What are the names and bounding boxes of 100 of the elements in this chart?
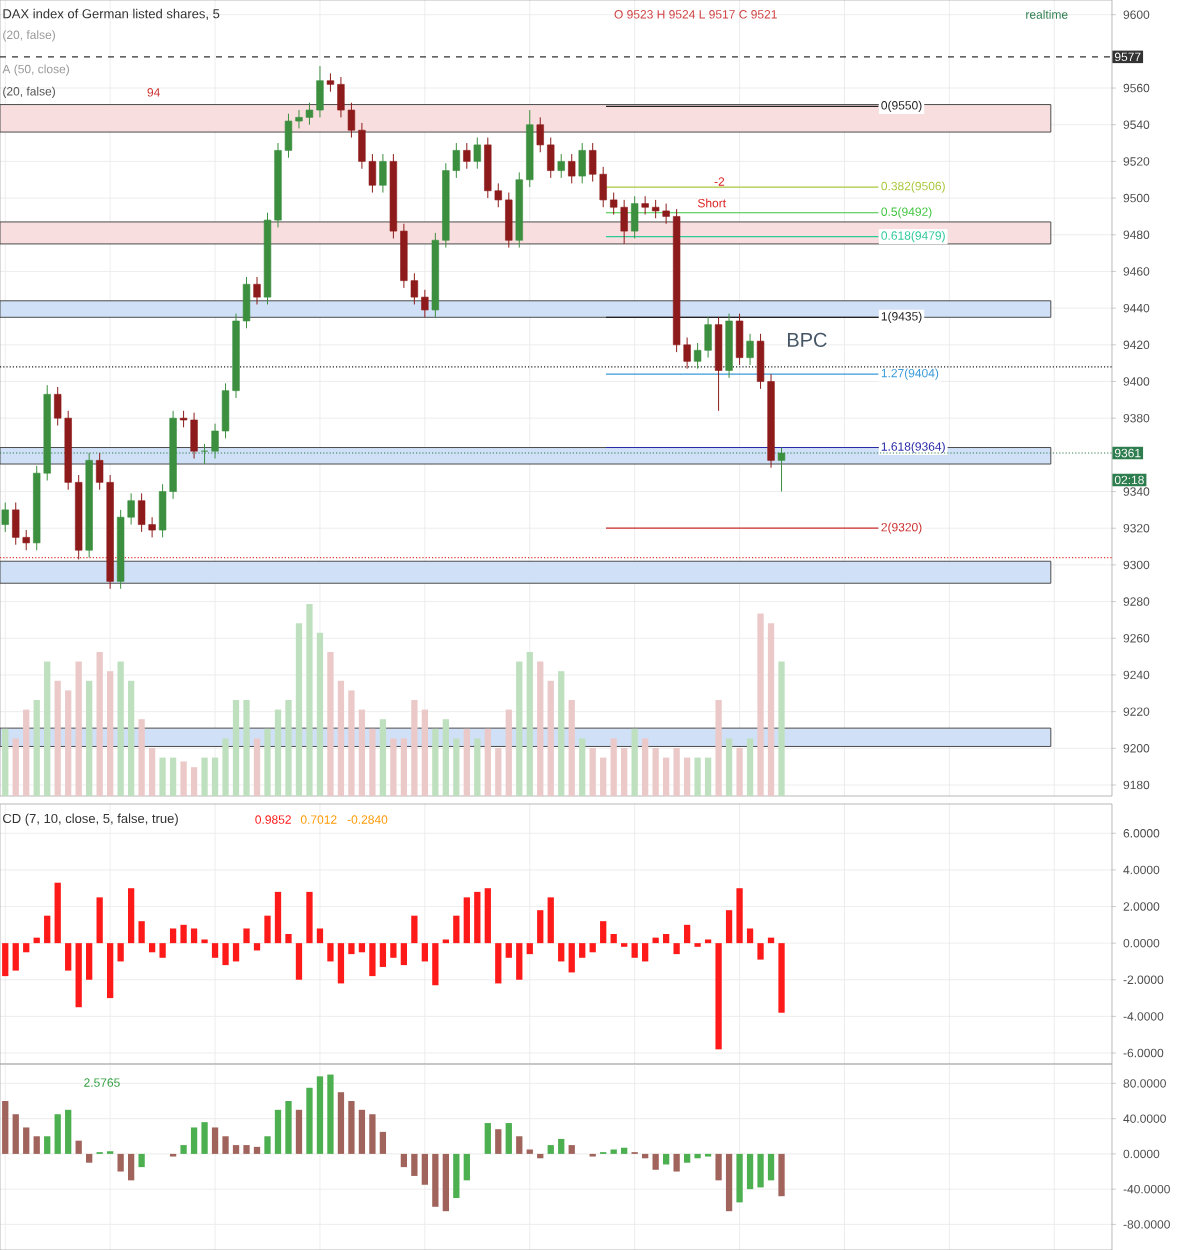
bar [432, 728, 439, 796]
bar [159, 943, 166, 958]
bar [495, 748, 502, 796]
bar [736, 888, 743, 944]
bar [65, 1109, 72, 1154]
bar [495, 1129, 502, 1154]
bar [610, 738, 617, 796]
bar [725, 910, 733, 944]
bar [537, 661, 544, 796]
bar [264, 915, 271, 944]
bar [421, 1153, 429, 1185]
bar [264, 1136, 271, 1154]
candlestick [714, 316, 723, 412]
candlestick [568, 153, 576, 184]
bar [484, 1123, 491, 1154]
bar [704, 757, 712, 796]
bar [211, 1127, 219, 1154]
bar [33, 1136, 40, 1154]
bar [673, 943, 680, 955]
bar [652, 748, 659, 796]
bar [516, 1136, 523, 1154]
bar [285, 1101, 292, 1154]
bar [725, 1153, 733, 1212]
bar [107, 943, 114, 999]
bar [673, 748, 680, 796]
bar [390, 738, 397, 796]
bar [190, 1127, 198, 1154]
bar [148, 943, 156, 953]
bar [516, 943, 523, 980]
bar [316, 632, 324, 796]
annotation: BPC [787, 332, 827, 347]
bar [369, 728, 376, 796]
bar [12, 1114, 19, 1154]
bar [715, 943, 722, 1050]
bar [558, 671, 565, 796]
bar [547, 897, 554, 944]
bar [526, 943, 533, 955]
bar [12, 943, 19, 971]
bar [400, 943, 408, 966]
candlestick [631, 195, 639, 239]
bar [86, 680, 93, 796]
bar [337, 680, 345, 796]
bar [316, 928, 324, 944]
bar [274, 891, 282, 944]
bar [767, 1153, 775, 1181]
bar [180, 924, 187, 944]
bar [589, 943, 596, 953]
bar [516, 661, 523, 796]
bar [715, 1153, 722, 1181]
bar [505, 709, 512, 796]
bar [379, 719, 387, 796]
candlestick [578, 142, 586, 184]
bar [694, 757, 701, 796]
candlestick [777, 447, 786, 493]
bar [138, 921, 145, 944]
bar [348, 1101, 355, 1154]
bar [411, 915, 418, 944]
bar [631, 728, 638, 796]
bar [568, 700, 575, 796]
bar [767, 623, 775, 796]
candlestick [463, 142, 471, 170]
bar [243, 928, 250, 944]
bar [243, 700, 250, 796]
bar [379, 1131, 387, 1154]
bar [568, 1145, 575, 1154]
bar [463, 728, 470, 796]
bar [683, 924, 691, 944]
candlestick [379, 153, 387, 194]
bar [86, 1153, 93, 1163]
bar [148, 748, 156, 796]
bar [253, 738, 261, 796]
bar [232, 1145, 240, 1154]
bar [757, 613, 764, 796]
bar [75, 661, 82, 796]
bar [306, 1087, 313, 1154]
bar [253, 943, 261, 951]
bar [222, 738, 229, 796]
bar [369, 1114, 376, 1154]
bar [201, 1122, 208, 1154]
bar [232, 943, 240, 962]
bar [736, 748, 743, 796]
bar [411, 700, 418, 796]
bar [54, 1114, 61, 1154]
bar [2, 943, 9, 977]
bar [65, 943, 72, 971]
bar [306, 603, 313, 796]
bar [75, 943, 82, 1008]
bar [12, 738, 19, 796]
bar [54, 680, 61, 796]
bar [442, 719, 449, 796]
bar [390, 943, 397, 958]
bar [358, 1109, 366, 1154]
candlestick [253, 276, 261, 305]
bar [474, 738, 481, 796]
bar [683, 757, 691, 796]
bar [306, 891, 313, 944]
bar [274, 709, 282, 796]
bar [463, 897, 470, 944]
bar [484, 888, 491, 944]
bar [453, 738, 460, 796]
